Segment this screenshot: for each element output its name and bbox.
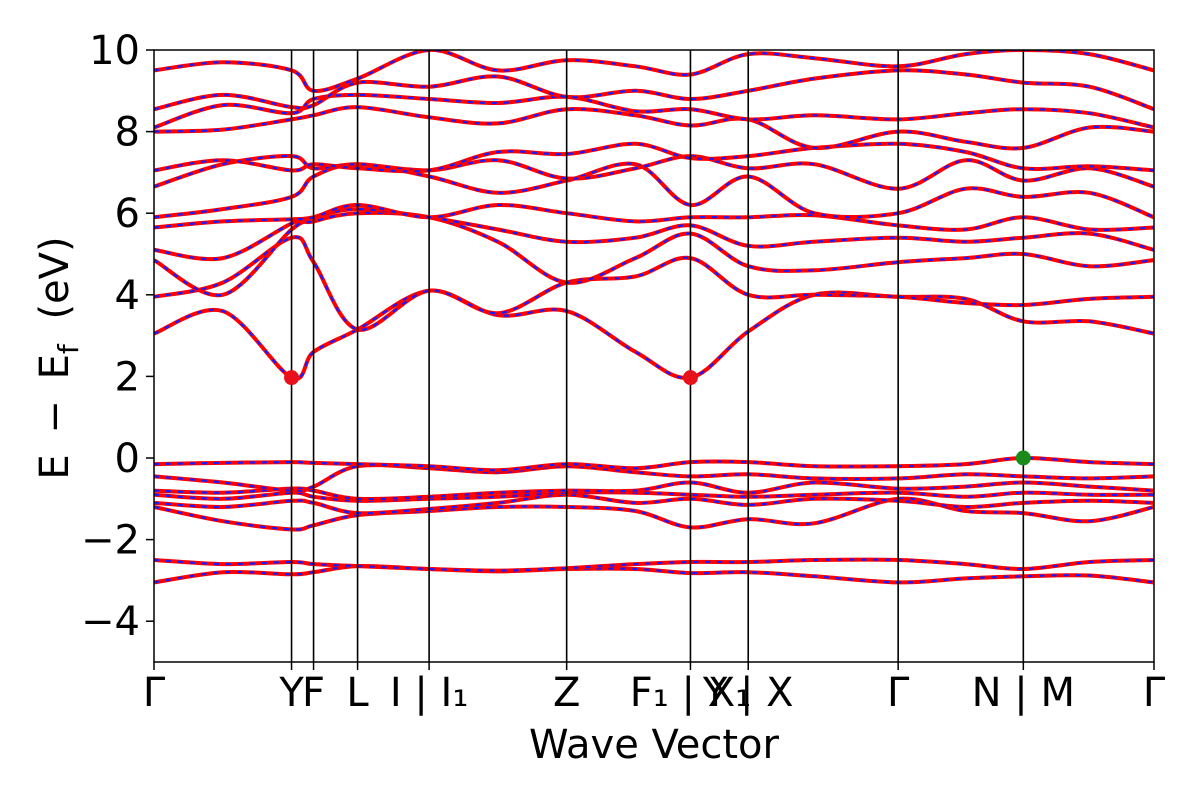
x-tick-label-0: Γ [143,670,166,716]
band-17-spin-down [154,105,1154,150]
y-tick-label-5: 6 [115,191,140,237]
band-12-spin-down [154,207,1154,261]
y-tick-label-7: 10 [89,28,140,74]
y-ticks: −4 −2 0 2 4 6 8 10 [81,28,154,645]
y-axis-title: E − Ef (eV) [32,236,88,479]
band-17 [154,105,1154,151]
x-tick-label-3: L [346,670,369,716]
x-tick-label-4: I | I₁ [390,670,469,716]
band-11-spin-down [154,211,1154,297]
band-8-spin-down [154,456,1154,472]
x-axis-title: Wave Vector [529,722,780,768]
x-tick-label-8: Γ [887,670,910,716]
band-19 [154,68,1154,112]
kpath-lines [290,50,1025,662]
y-tick-label-2: 0 [115,436,140,482]
x-tick-label-10: Γ [1143,670,1166,716]
extrema-markers [284,370,1031,466]
band-1-spin-down [154,564,1154,584]
band-2-spin-down [154,558,1154,572]
band-14-spin-down [154,162,1154,219]
x-tick-label-1: Y [278,670,304,716]
band-12 [154,207,1154,262]
extremum-marker-1 [284,370,300,386]
y-tick-label-0: −4 [81,599,140,645]
y-axis-title-ef-sub: f [52,343,85,354]
x-tick-label-2: F [302,670,325,716]
y-axis-title-minus: − [32,400,78,434]
band-7 [154,463,1154,493]
x-tick-label-6: F₁ | X₁ [630,670,751,716]
y-axis-title-unit: (eV) [32,236,78,319]
band-15-spin-down [154,154,1154,190]
plot-frame [153,49,1155,663]
y-axis-title-ef: E [32,354,78,379]
band-10-spin-down [154,236,1154,331]
y-tick-label-6: 8 [115,110,140,156]
x-tick-label-5: Z [553,670,580,716]
band-3-spin-down [154,497,1154,531]
band-9-spin-down [154,289,1154,380]
band-16 [154,141,1154,174]
y-tick-label-1: −2 [81,518,140,564]
x-tick-label-9: N | M [972,670,1075,716]
y-axis-title-e: E [32,454,78,479]
band-13 [154,202,1154,232]
band-18 [154,92,1154,130]
svg-text:E − Ef (eV): E − Ef (eV) [32,236,88,479]
band-8 [154,455,1154,473]
band-20-spin-down [154,50,1154,93]
band-4-spin-down [154,493,1154,515]
y-tick-label-4: 4 [115,273,140,319]
extremum-marker-3 [1015,450,1031,466]
x-ticks: Γ YF L I | I₁ Z F₁ | X₁Y | X Γ N | M Γ [143,662,1166,716]
band-14 [154,161,1154,220]
band-5-spin-down [154,491,1154,502]
band-18-spin-down [154,93,1154,129]
band-6-spin-down [154,481,1154,501]
y-tick-label-3: 2 [115,354,140,400]
band-19-spin-down [154,69,1154,111]
x-tick-label-7: Y | X [702,670,794,716]
band-20 [154,50,1154,93]
bands-layer [154,50,1154,585]
extremum-marker-2 [682,370,698,386]
